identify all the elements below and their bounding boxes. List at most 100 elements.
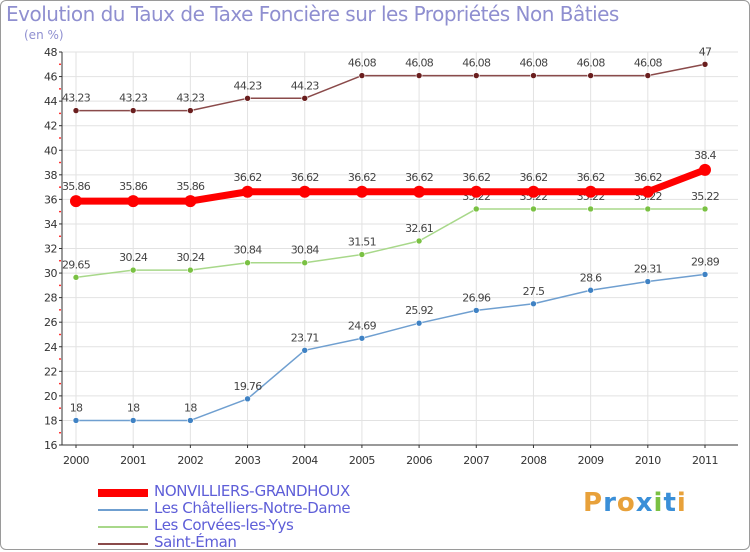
legend-swatch — [98, 526, 148, 528]
data-point — [129, 107, 137, 114]
data-point — [415, 237, 423, 245]
data-label: 36.62 — [348, 171, 376, 184]
data-label: 29.89 — [691, 255, 720, 268]
data-point — [301, 259, 309, 267]
legend-label: Saint-Éman — [154, 533, 237, 551]
y-minor-tick — [59, 87, 61, 90]
data-point — [699, 163, 711, 176]
data-label: 35.22 — [691, 190, 719, 203]
y-tick-label: 26 — [44, 316, 57, 329]
data-point — [244, 395, 251, 403]
data-label: 28.6 — [580, 271, 602, 284]
y-minor-tick — [59, 309, 61, 311]
data-label: 30.24 — [119, 251, 148, 264]
data-label: 35.86 — [62, 180, 91, 193]
data-label: 23.71 — [291, 331, 319, 344]
y-minor-tick — [59, 333, 61, 336]
x-tick-label: 2009 — [578, 454, 604, 467]
data-point — [641, 185, 654, 198]
y-minor-tick — [59, 161, 61, 164]
legend-label: Les Châtelliers-Notre-Dame — [154, 499, 351, 517]
y-tick-label: 18 — [44, 414, 57, 427]
data-label: 18 — [70, 401, 83, 414]
data-point — [530, 72, 537, 79]
data-point — [701, 205, 709, 213]
data-label: 36.62 — [462, 171, 490, 184]
data-point — [413, 185, 426, 198]
data-label: 46.08 — [348, 57, 377, 70]
data-point — [298, 185, 311, 198]
data-label: 30.84 — [234, 244, 263, 257]
data-label: 47 — [699, 45, 712, 58]
y-minor-tick — [59, 112, 61, 115]
proxiti-logo: Proxiti — [583, 488, 687, 518]
data-point — [584, 185, 597, 198]
y-tick-label: 34 — [44, 218, 57, 231]
data-label: 46.08 — [519, 57, 548, 70]
data-point — [72, 274, 80, 281]
y-tick-label: 20 — [44, 390, 57, 403]
legend-label: Les Corvées-les-Yys — [154, 516, 294, 534]
data-point — [301, 347, 309, 354]
data-point — [587, 286, 594, 294]
data-label: 44.23 — [291, 79, 320, 92]
y-minor-tick — [59, 382, 61, 385]
data-point — [72, 107, 80, 114]
data-label: 25.92 — [405, 304, 433, 317]
series-line — [76, 63, 706, 112]
y-tick-label: 46 — [44, 71, 57, 84]
legend-label: NONVILLIERS-GRANDHOUX — [154, 482, 350, 500]
data-label: 18 — [127, 401, 140, 414]
y-minor-tick — [59, 137, 61, 139]
x-tick-label: 2003 — [235, 454, 261, 467]
y-minor-tick — [59, 210, 61, 213]
x-tick-label: 2006 — [406, 454, 432, 467]
legend-item: Les Châtelliers-Notre-Dame — [98, 499, 398, 518]
y-minor-tick — [59, 63, 61, 66]
data-point — [701, 60, 709, 68]
legend-swatch — [98, 489, 148, 497]
data-point — [127, 195, 140, 208]
y-tick-label: 22 — [44, 365, 57, 378]
data-point — [244, 95, 251, 102]
data-point — [301, 95, 309, 102]
data-label: 43.23 — [62, 92, 91, 105]
y-minor-tick — [59, 259, 61, 262]
data-label: 31.51 — [348, 236, 376, 249]
y-minor-tick — [59, 358, 61, 360]
y-tick-label: 16 — [44, 439, 57, 452]
data-label: 18 — [184, 401, 197, 414]
legend-swatch — [98, 509, 148, 511]
series-line — [75, 208, 705, 279]
chart-legend: NONVILLIERS-GRANDHOUX Les Châtelliers-Not… — [98, 482, 398, 552]
data-point — [415, 72, 423, 79]
data-label: 29.31 — [634, 263, 662, 276]
x-tick-label: 2001 — [120, 454, 146, 467]
y-minor-tick — [59, 431, 61, 434]
data-point — [358, 72, 366, 79]
data-label: 43.23 — [119, 92, 148, 105]
data-point — [358, 251, 366, 258]
data-label: 27.5 — [523, 285, 545, 298]
y-tick-label: 44 — [44, 95, 57, 108]
x-tick-label: 2000 — [63, 454, 89, 467]
data-label: 46.08 — [405, 57, 434, 70]
data-label: 30.24 — [176, 251, 205, 264]
data-label: 26.96 — [462, 291, 491, 304]
data-point — [530, 300, 537, 308]
y-tick-label: 24 — [44, 341, 57, 354]
data-label: 19.76 — [234, 380, 263, 393]
data-label: 35.86 — [119, 180, 148, 193]
y-tick-label: 32 — [44, 243, 57, 256]
data-point — [470, 185, 483, 198]
data-label: 38.4 — [694, 149, 716, 162]
y-tick-label: 38 — [44, 169, 57, 182]
chart-unit-label: (en %) — [24, 28, 64, 42]
data-point — [701, 271, 709, 278]
data-point — [72, 417, 80, 424]
data-point — [644, 205, 652, 213]
data-point — [129, 417, 137, 424]
data-label: 36.62 — [519, 171, 547, 184]
data-point — [472, 72, 480, 79]
